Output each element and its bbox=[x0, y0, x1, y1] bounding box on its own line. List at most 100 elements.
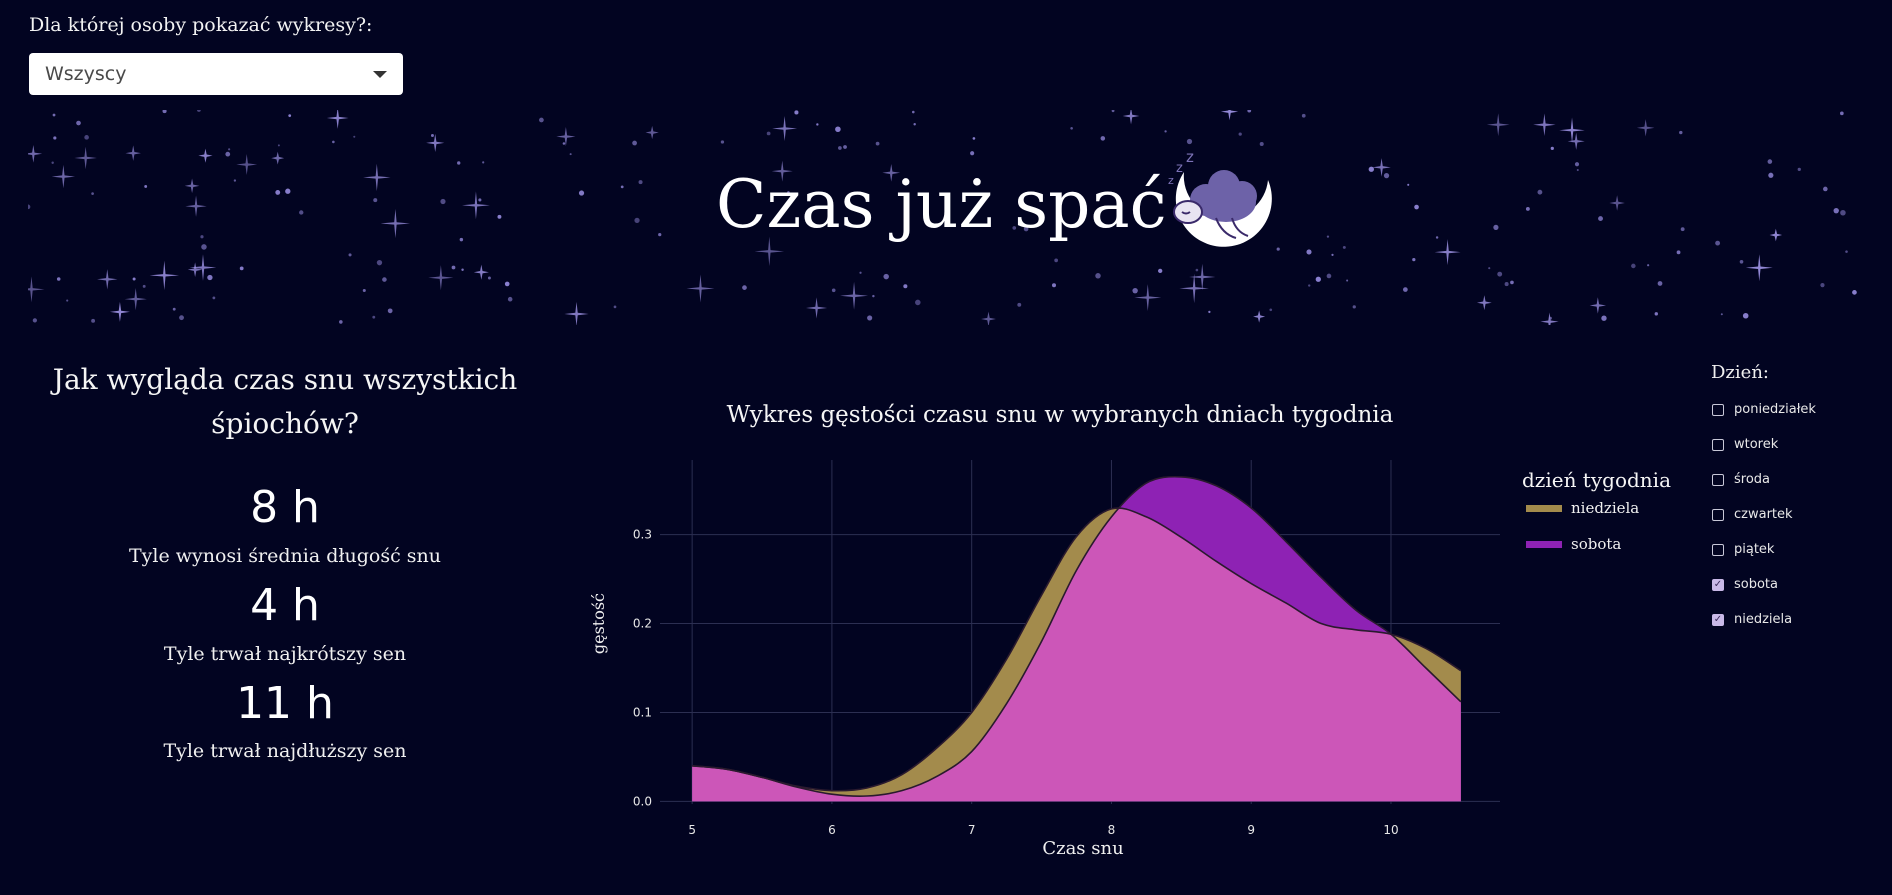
star-icon bbox=[387, 308, 393, 314]
star-icon bbox=[1550, 146, 1554, 150]
y-tick-label: 0.2 bbox=[633, 617, 652, 631]
star-icon bbox=[507, 296, 513, 302]
star-icon bbox=[74, 146, 97, 170]
star-icon bbox=[380, 208, 411, 239]
star-icon bbox=[835, 126, 841, 133]
star-icon bbox=[201, 244, 207, 250]
star-icon bbox=[299, 210, 304, 215]
star-icon bbox=[754, 236, 785, 267]
star-icon bbox=[1054, 258, 1059, 263]
star-icon bbox=[1601, 315, 1607, 321]
star-icon bbox=[1195, 268, 1199, 272]
star-icon bbox=[1372, 158, 1391, 177]
star-icon bbox=[1647, 264, 1650, 267]
star-icon bbox=[440, 198, 446, 205]
star-icon bbox=[1833, 207, 1839, 214]
star-icon bbox=[348, 253, 352, 257]
density-chart[interactable]: 5 6 7 8 9 10 0.0 0.1 0.2 0.3 Czas snu gęstość bbox=[570, 455, 1510, 860]
star-icon bbox=[124, 287, 147, 311]
star-icon bbox=[564, 301, 589, 325]
star-icon bbox=[1412, 258, 1416, 262]
person-select[interactable]: Wszyscy bbox=[29, 53, 403, 95]
star-icon bbox=[1435, 236, 1439, 239]
star-icon bbox=[1122, 110, 1140, 125]
star-icon bbox=[1510, 280, 1514, 285]
star-icon bbox=[1407, 183, 1410, 186]
star-icon bbox=[859, 271, 862, 274]
day-checkbox-poniedziałek[interactable]: poniedziałek bbox=[1712, 402, 1816, 417]
star-icon bbox=[76, 120, 81, 126]
star-icon bbox=[162, 110, 167, 114]
day-checkbox-czwartek[interactable]: czwartek bbox=[1712, 507, 1793, 522]
day-checkbox-label: czwartek bbox=[1734, 507, 1793, 522]
y-tick-label: 0.3 bbox=[633, 528, 652, 542]
checkbox-icon[interactable] bbox=[1712, 403, 1724, 416]
star-icon bbox=[430, 134, 434, 137]
star-icon bbox=[1768, 172, 1774, 178]
star-icon bbox=[1631, 263, 1636, 269]
day-checkbox-piątek[interactable]: piątek bbox=[1712, 542, 1774, 557]
star-icon bbox=[1797, 167, 1801, 171]
star-icon bbox=[1179, 273, 1209, 304]
star-icon bbox=[172, 307, 176, 311]
day-checkbox-wtorek[interactable]: wtorek bbox=[1712, 437, 1778, 452]
density-overlap-area bbox=[692, 508, 1461, 802]
star-icon bbox=[66, 299, 69, 302]
stat-average-label: Tyle wynosi średnia długość snu bbox=[128, 545, 442, 567]
star-icon bbox=[376, 260, 383, 266]
star-icon bbox=[720, 140, 725, 144]
star-icon bbox=[1269, 308, 1273, 312]
star-icon bbox=[478, 198, 482, 202]
star-icon bbox=[1414, 204, 1419, 210]
density-line-sobota bbox=[692, 475, 1462, 797]
star-icon bbox=[569, 153, 572, 156]
checkbox-icon[interactable] bbox=[1712, 508, 1724, 521]
star-icon bbox=[233, 179, 237, 182]
star-icon bbox=[1186, 138, 1193, 145]
checkbox-checked-icon[interactable]: ✓ bbox=[1712, 613, 1724, 626]
day-checkbox-środa[interactable]: środa bbox=[1712, 472, 1770, 487]
star-icon bbox=[1845, 250, 1848, 253]
star-icon bbox=[462, 191, 490, 220]
star-icon bbox=[843, 145, 847, 149]
day-checkbox-label: piątek bbox=[1734, 542, 1775, 557]
star-icon bbox=[51, 161, 54, 164]
star-icon bbox=[53, 136, 57, 140]
star-icon bbox=[1132, 287, 1138, 294]
star-icon bbox=[473, 264, 489, 280]
star-icon bbox=[1189, 263, 1216, 291]
star-icon bbox=[1720, 313, 1723, 316]
checkbox-icon[interactable] bbox=[1712, 543, 1724, 556]
stat-average-value: 8 h bbox=[250, 482, 320, 533]
star-icon bbox=[867, 315, 873, 321]
star-icon bbox=[28, 204, 31, 210]
day-checkbox-niedziela[interactable]: ✓ niedziela bbox=[1712, 612, 1792, 627]
checkbox-icon[interactable] bbox=[1712, 473, 1724, 486]
star-icon bbox=[645, 125, 659, 140]
star-icon bbox=[638, 180, 643, 185]
star-icon bbox=[212, 296, 216, 300]
x-tick-label: 7 bbox=[968, 823, 976, 837]
legend-item-niedziela[interactable]: niedziela bbox=[1526, 499, 1639, 517]
star-icon bbox=[184, 178, 200, 194]
checkbox-icon[interactable] bbox=[1712, 438, 1724, 451]
star-icon bbox=[686, 274, 715, 303]
star-icon bbox=[1383, 173, 1390, 179]
star-icon bbox=[632, 140, 637, 146]
checkbox-checked-icon[interactable]: ✓ bbox=[1712, 578, 1724, 591]
x-tick-label: 6 bbox=[828, 823, 836, 837]
star-icon bbox=[482, 161, 485, 164]
star-icon bbox=[972, 137, 976, 140]
star-icon bbox=[497, 214, 502, 219]
star-icon bbox=[56, 277, 61, 281]
star-icon bbox=[1820, 283, 1825, 288]
legend-item-sobota[interactable]: sobota bbox=[1526, 535, 1621, 553]
star-icon bbox=[504, 281, 510, 287]
star-icon bbox=[1609, 195, 1625, 211]
star-icon bbox=[1368, 166, 1374, 172]
day-checkbox-sobota[interactable]: ✓ sobota bbox=[1712, 577, 1778, 592]
star-icon bbox=[332, 140, 335, 144]
star-icon bbox=[288, 114, 292, 118]
star-icon bbox=[1549, 316, 1552, 320]
star-icon bbox=[1769, 228, 1783, 242]
